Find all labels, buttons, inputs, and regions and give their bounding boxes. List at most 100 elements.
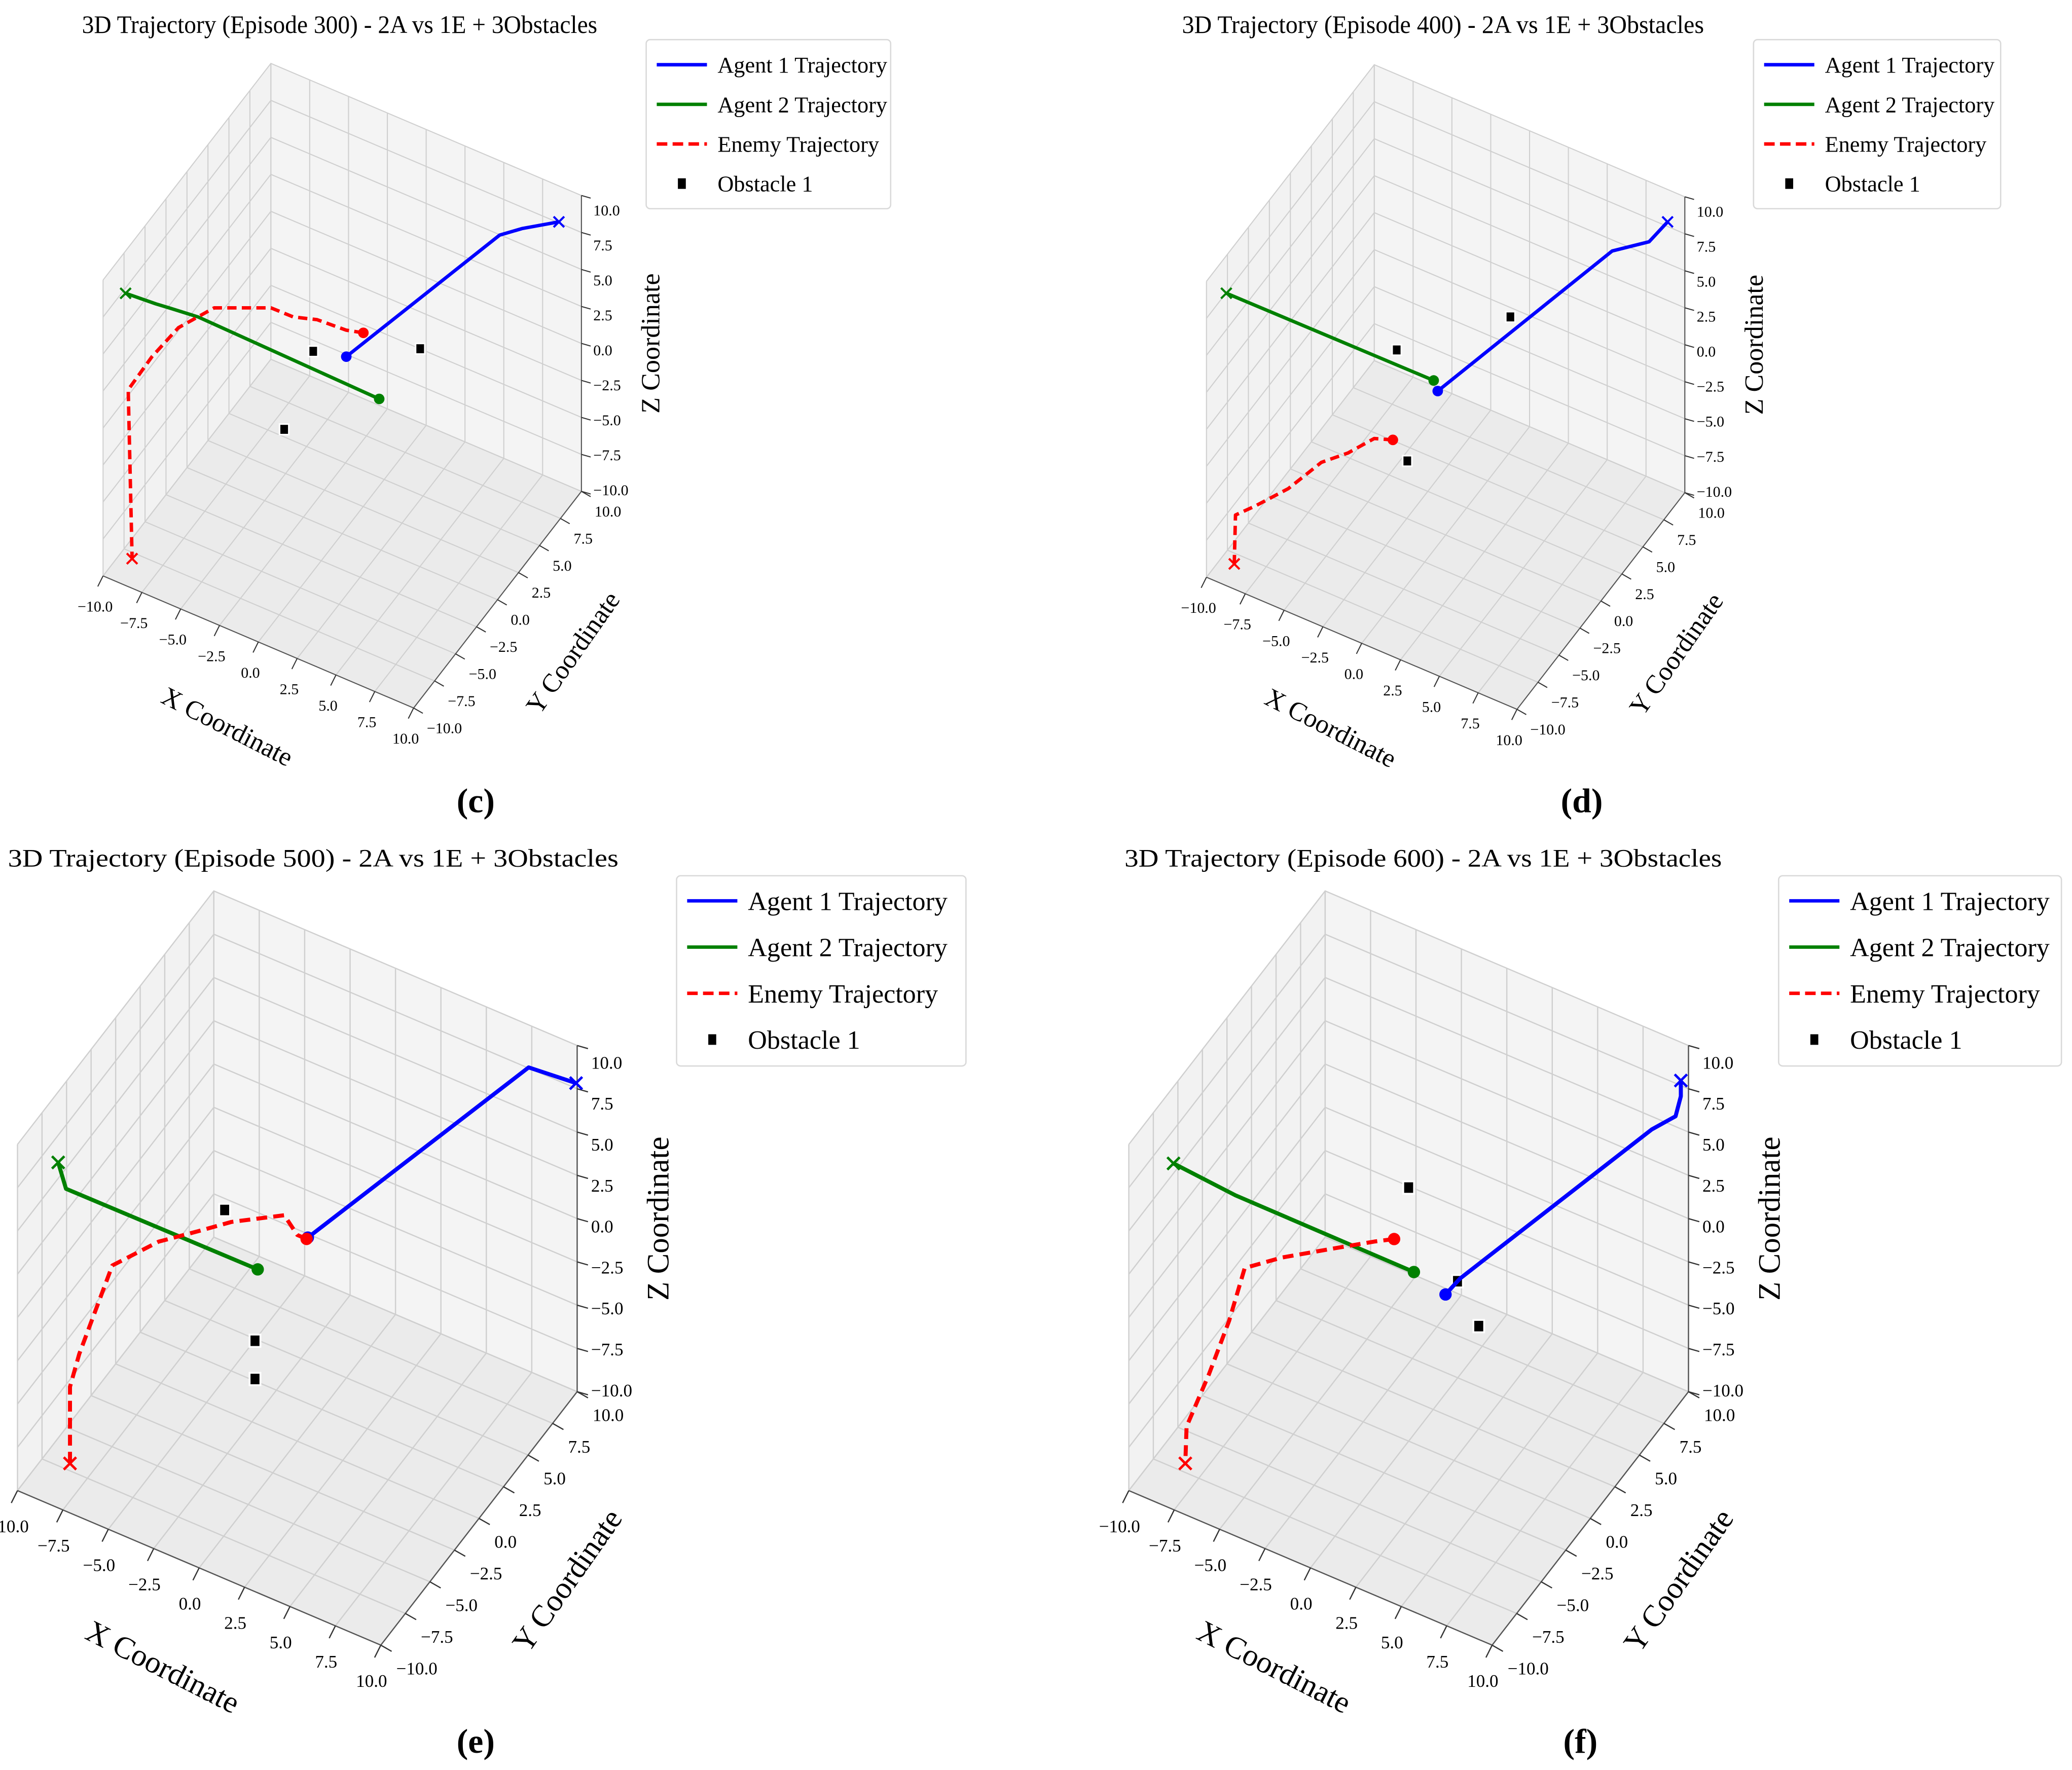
obstacle-marker — [1472, 1319, 1485, 1334]
y-axis-label: Y Coordinate — [506, 1503, 629, 1658]
gridline-y — [1275, 954, 1640, 1456]
gridline-z — [1128, 890, 1689, 1145]
y-tick — [380, 1644, 392, 1652]
agent-2-trajectory-start-marker — [1428, 375, 1439, 386]
x-axis-label: X Coordinate — [157, 682, 297, 772]
legend-label: Enemy Trajectory — [1850, 980, 2040, 1009]
z-tick — [577, 1348, 589, 1352]
z-tick-label: 7.5 — [1702, 1094, 1725, 1114]
z-axis-label: Z Coordinate — [637, 273, 666, 413]
x-tick-label: 10.0 — [392, 730, 419, 747]
z-tick-label: 0.0 — [591, 1217, 613, 1237]
y-tick — [1538, 682, 1548, 688]
x-tick — [1213, 1529, 1220, 1542]
x-tick — [1395, 659, 1401, 671]
y-tick-label: 10.0 — [593, 1406, 624, 1425]
chart-panel: 3D Trajectory (Episode 500) - 2A vs 1E +… — [0, 844, 967, 1760]
x-tick — [1278, 610, 1285, 621]
agent-1-trajectory-end-marker — [569, 1076, 584, 1090]
z-tick — [577, 1261, 589, 1266]
z-tick-label: −5.0 — [1697, 414, 1724, 430]
x-tick-label: 5.0 — [1381, 1633, 1403, 1652]
x-axis-line — [1206, 576, 1517, 710]
agent-2-trajectory-end-marker — [1166, 1156, 1181, 1171]
gridline-y — [1251, 986, 1615, 1488]
gridline-y — [186, 171, 498, 601]
y-tick — [576, 1391, 589, 1398]
legend-obstacle-swatch — [1810, 1034, 1819, 1045]
y-tick-label: 2.5 — [1630, 1500, 1653, 1520]
legend-frame — [1778, 875, 2062, 1067]
agent-1-trajectory-line — [1436, 220, 1669, 393]
agent-2-trajectory-start-marker — [1407, 1266, 1421, 1278]
z-tick — [577, 1131, 589, 1136]
z-tick-label: 5.0 — [1697, 273, 1716, 290]
legend-label: Obstacle 1 — [717, 172, 813, 197]
y-tick-label: 0.0 — [494, 1532, 517, 1552]
z-tick-label: 10.0 — [1702, 1053, 1733, 1073]
enemy-trajectory-start-marker — [1388, 1233, 1401, 1245]
enemy-trajectory-start-marker — [358, 327, 369, 339]
legend-obstacle-swatch — [678, 178, 686, 189]
x-tick — [1485, 1645, 1493, 1658]
y-tick — [1565, 1550, 1577, 1557]
enemy-trajectory-line — [126, 306, 364, 559]
y-tick — [454, 1550, 466, 1557]
z-tick — [581, 454, 591, 458]
x-axis-line — [1129, 1490, 1493, 1646]
z-tick-label: 5.0 — [593, 272, 612, 289]
agent-2-trajectory-end-marker — [51, 1155, 65, 1170]
gridline-y — [270, 63, 582, 492]
z-tick-label: 0.0 — [1702, 1217, 1725, 1237]
obstacle-marker — [1505, 311, 1516, 323]
x-tick-label: −7.5 — [38, 1536, 70, 1556]
legend-frame — [676, 875, 967, 1067]
x-axis-label: X Coordinate — [1260, 683, 1401, 773]
z-tick — [1685, 307, 1694, 311]
agent-2-trajectory-line — [125, 291, 380, 401]
gridline-y — [1311, 145, 1622, 575]
x-tick — [291, 658, 298, 670]
x-tick — [136, 592, 142, 604]
gridline-y — [1152, 1113, 1517, 1614]
y-tick — [1590, 1518, 1602, 1525]
z-axis-label: Z Coordinate — [1740, 275, 1769, 415]
y-tick — [581, 491, 591, 497]
z-tick — [581, 417, 591, 421]
y-tick-label: 5.0 — [543, 1469, 566, 1489]
z-tick-label: −5.0 — [591, 1299, 624, 1318]
x-tick-label: 2.5 — [1335, 1613, 1358, 1633]
x-tick — [1440, 1626, 1447, 1639]
y-tick-label: −5.0 — [469, 666, 496, 682]
z-tick-label: −10.0 — [593, 482, 628, 499]
legend-frame — [1753, 39, 2002, 210]
y-axis-label: Y Coordinate — [521, 586, 626, 719]
x-axis-label: X Coordinate — [1192, 1614, 1357, 1721]
x-tick — [1258, 1548, 1266, 1562]
x-tick-label: −5.0 — [1262, 633, 1290, 649]
y-axis-label: Y Coordinate — [1624, 588, 1729, 721]
y-tick — [1663, 519, 1674, 526]
x-tick — [175, 608, 181, 620]
x-tick-label: −2.5 — [198, 648, 225, 665]
subfigure-label: (e) — [457, 1722, 495, 1760]
agent-2-trajectory-start-marker — [251, 1263, 264, 1276]
z-tick — [577, 1304, 589, 1309]
subfigure-label: (f) — [1564, 1722, 1598, 1760]
enemy-trajectory-start-marker — [1387, 434, 1398, 446]
x-tick-label: −10.0 — [78, 599, 113, 615]
gridline-y — [207, 144, 519, 573]
z-tick-label: −5.0 — [593, 412, 621, 429]
y-tick — [560, 518, 570, 525]
chart-panel: 3D Trajectory (Episode 600) - 2A vs 1E +… — [1099, 844, 2062, 1760]
obstacle-marker — [415, 343, 426, 355]
x-tick — [1511, 709, 1518, 720]
z-tick-label: −2.5 — [1697, 379, 1724, 395]
x-tick-label: 2.5 — [1383, 682, 1402, 699]
x-tick — [369, 691, 376, 703]
x-tick-label: −7.5 — [1149, 1536, 1181, 1556]
agent-2-trajectory-end-marker — [1220, 287, 1232, 300]
z-tick — [1688, 1348, 1700, 1352]
gridline-y — [1290, 173, 1602, 602]
